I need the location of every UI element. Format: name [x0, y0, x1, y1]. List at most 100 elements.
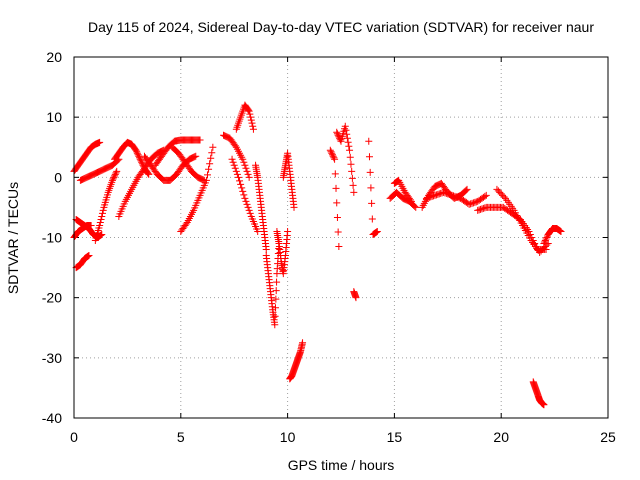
point-6-6-1: [137, 157, 145, 165]
point-0-6-0: [96, 138, 104, 146]
point-27-2-1: [441, 189, 449, 197]
series-sat-z: [390, 176, 415, 205]
point-12-3-5: [244, 170, 252, 178]
x-axis-label: GPS time / hours: [288, 457, 395, 473]
chart-title: Day 115 of 2024, Sidereal Day-to-day VTE…: [88, 19, 594, 35]
point-27-5-5: [472, 198, 480, 206]
x-tick-label-3: 15: [387, 429, 403, 445]
series-sat-j: [151, 136, 204, 169]
point-25-0-5: [394, 177, 402, 185]
point-26-6-5: [462, 186, 470, 194]
point-20-1-2: [332, 184, 340, 192]
point-23-1-4: [372, 228, 380, 236]
point-5-4-3: [111, 172, 119, 180]
point-28-0-3: [478, 205, 486, 213]
point-14-3-3: [247, 116, 255, 124]
series-sat-ae: [540, 224, 565, 248]
series-sat-ac: [474, 203, 550, 254]
point-27-1-2: [434, 190, 442, 198]
series-sat-v: [333, 122, 358, 196]
point-27-2-3: [444, 190, 452, 198]
point-30-4-0: [557, 227, 565, 235]
point-27-1-1: [432, 191, 440, 199]
point-28-0-2: [477, 205, 485, 213]
y-tick-label-5: -30: [42, 350, 62, 366]
point-13-2-2: [243, 200, 251, 208]
point-29-0-2: [496, 188, 504, 196]
point-21-3-5: [349, 181, 357, 189]
point-29-5-1: [537, 247, 545, 255]
series-sat-l: [177, 143, 217, 235]
point-27-0-4: [428, 192, 436, 200]
point-21-3-3: [348, 167, 356, 175]
point-27-2-0: [440, 188, 448, 196]
point-11-4-5: [208, 149, 216, 157]
point-24-3-5: [411, 202, 419, 210]
point-20-2-0: [335, 243, 343, 251]
series-sat-af: [529, 378, 548, 409]
point-20-0-0: [326, 146, 334, 154]
point-30-0-1: [541, 238, 549, 246]
point-14-4-0: [249, 125, 257, 133]
point-5-1-4: [98, 209, 106, 217]
point-27-0-0: [422, 194, 430, 202]
point-14-3-1: [246, 110, 254, 118]
point-5-1-1: [96, 218, 104, 226]
point-11-4-3: [206, 160, 214, 168]
y-axis-label: SDTVAR / TECUs: [5, 182, 21, 294]
point-13-0-4: [232, 167, 240, 175]
point-21-4-0: [350, 188, 358, 196]
point-23-2-0: [373, 227, 381, 235]
point-28-0-1: [475, 206, 483, 214]
point-30-0-4: [543, 234, 551, 241]
point-6-8-0: [145, 170, 153, 178]
point-21-0-5: [336, 136, 344, 144]
plot-frame: [73, 56, 609, 419]
point-27-0-2: [425, 193, 433, 201]
point-27-3-2: [451, 192, 459, 200]
point-29-0-3: [497, 190, 505, 198]
point-11-4-1: [204, 171, 211, 179]
point-6-5-5: [136, 154, 144, 162]
x-tick-label-0: 0: [70, 429, 78, 445]
point-16-4-3: [272, 295, 280, 303]
point-30-0-3: [542, 235, 550, 243]
point-1-5-5: [97, 231, 105, 239]
point-5-4-2: [110, 173, 118, 181]
point-16-4-1: [271, 312, 279, 320]
point-30-3-5: [556, 227, 564, 235]
point-20-0-4: [329, 152, 337, 160]
point-28-0-5: [481, 204, 489, 212]
point-21-3-2: [347, 160, 355, 168]
point-29-5-0: [536, 249, 544, 257]
point-21-3-0: [346, 146, 354, 154]
series-sat-t: [286, 339, 307, 383]
data-points: [70, 101, 565, 409]
point-27-5-4: [471, 198, 479, 206]
point-27-2-2: [442, 189, 450, 197]
series-sat-g: [111, 138, 153, 178]
point-13-0-1: [229, 158, 237, 166]
point-6-5-3: [134, 151, 142, 159]
series-sat-o: [232, 101, 257, 133]
series-sat-p: [252, 161, 270, 254]
point-12-3-0: [239, 155, 247, 163]
point-27-5-3: [469, 199, 477, 207]
point-24-4-0: [412, 203, 420, 211]
point-20-1-1: [331, 170, 339, 178]
point-15-5-0: [262, 246, 270, 254]
point-5-4-0: [108, 176, 116, 184]
point-27-3-5: [455, 194, 463, 202]
series-sat-q: [262, 240, 283, 329]
point-6-5-0: [132, 146, 140, 154]
point-27-7-0: [482, 191, 490, 199]
point-29-0-0: [493, 185, 501, 193]
grid-lines: [74, 57, 608, 418]
point-23-0-4: [368, 199, 376, 207]
point-17-5-0: [284, 227, 292, 235]
x-tick-label-4: 20: [493, 429, 509, 445]
y-tick-label-3: -10: [42, 230, 62, 246]
point-12-3-2: [241, 161, 249, 169]
point-5-1-0: [96, 221, 104, 229]
point-21-3-4: [348, 174, 356, 182]
